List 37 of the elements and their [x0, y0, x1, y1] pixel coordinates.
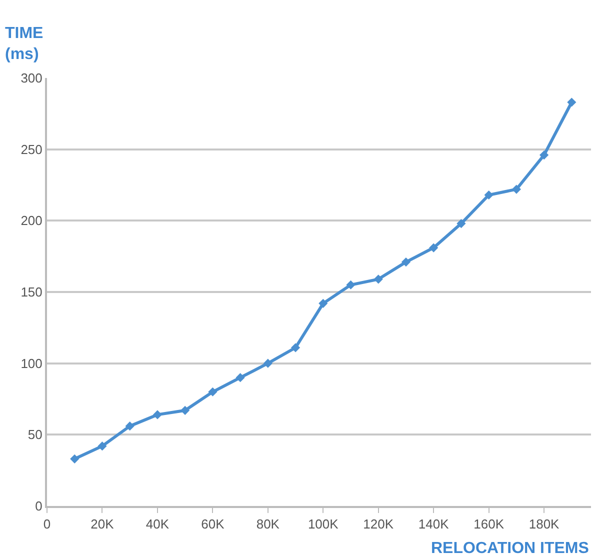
point	[374, 274, 383, 284]
point	[484, 190, 494, 200]
point	[567, 98, 576, 107]
x-tick-label: 60K	[201, 516, 225, 532]
x-tick-label: 100K	[308, 516, 339, 532]
point	[318, 298, 328, 308]
x-tick-label: 80K	[256, 516, 280, 532]
x-tick-label: 120K	[363, 516, 394, 532]
y-axis-title: TIME (ms)	[5, 25, 44, 63]
y-tick-label: 250	[20, 142, 42, 157]
point	[208, 387, 218, 396]
y-tick-label: 0	[35, 498, 42, 514]
y-tick-label: 300	[20, 70, 42, 86]
y-tick-label: 150	[20, 284, 42, 300]
y-tick-label: 50	[28, 427, 42, 442]
y-tick-label: 100	[20, 356, 42, 371]
x-tick-label: 40K	[146, 516, 170, 532]
x-axis-title: RELOCATION ITEMS	[431, 540, 590, 557]
point	[70, 454, 80, 464]
x-tick-label: 180K	[528, 516, 560, 532]
point	[125, 422, 134, 431]
point	[180, 406, 190, 415]
point	[401, 257, 411, 267]
point	[263, 358, 272, 368]
point	[512, 184, 521, 194]
point	[429, 243, 438, 252]
point	[98, 442, 107, 451]
x-tick-label: 20K	[90, 516, 114, 532]
point	[456, 218, 466, 228]
x-tick-label: 140K	[418, 516, 450, 532]
point	[152, 410, 162, 420]
x-tick-label: 160K	[474, 516, 504, 532]
y-tick-label: 200	[20, 213, 42, 228]
point	[346, 280, 356, 290]
point	[236, 373, 245, 382]
point	[540, 150, 549, 160]
point	[290, 343, 300, 352]
